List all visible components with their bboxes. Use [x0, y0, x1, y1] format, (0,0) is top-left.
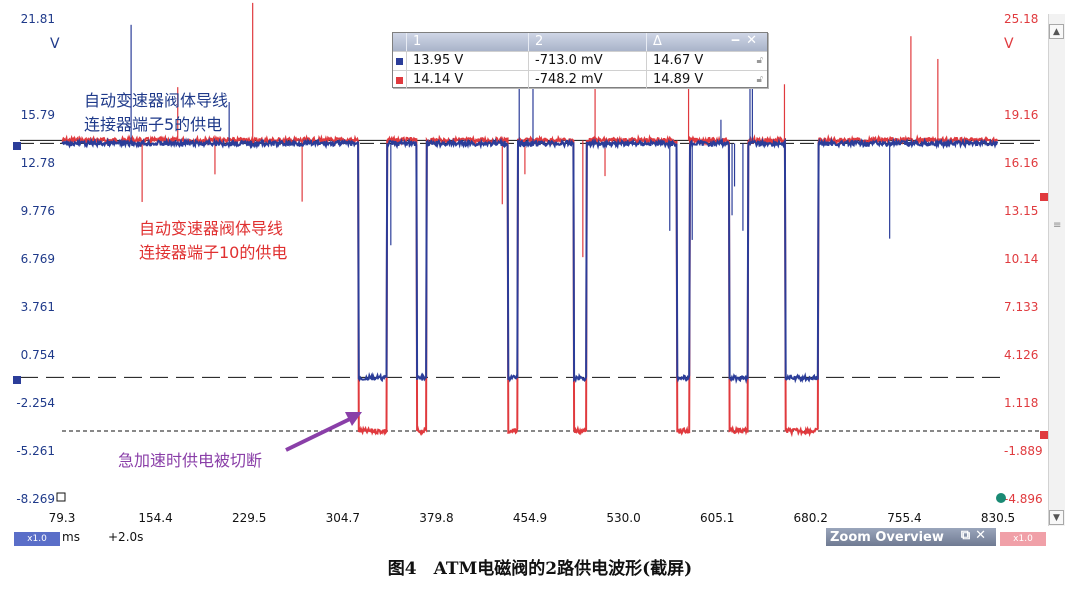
left-tick-label: 9.776: [21, 204, 55, 218]
red-trace-line: [61, 133, 999, 438]
cursor-table-header: 1 2 Δ ‒✕: [393, 33, 767, 51]
blue-swatch: [396, 57, 403, 65]
x-tick-label: 755.4: [887, 511, 921, 525]
delta-header: Δ: [653, 34, 662, 49]
blue-offset-marker[interactable]: [13, 376, 21, 384]
zoom-overview-controls-icon[interactable]: ⧉✕: [960, 528, 991, 543]
blue-label-line1: 自动变速器阀体导线: [84, 91, 228, 110]
left-tick-label: -5.261: [16, 444, 55, 458]
cursor-measurement-table[interactable]: 1 2 Δ ‒✕ 13.95 V -713.0 mV 14.67 V 🔓︎ 14.…: [392, 32, 768, 89]
left-zoom-badge[interactable]: x1.0: [14, 532, 60, 546]
x-tick-label: 379.8: [419, 511, 453, 525]
right-tick-label: -1.889: [1004, 444, 1043, 458]
left-axis-unit: V: [50, 36, 60, 52]
blue-label-line2: 连接器端子5的供电: [84, 115, 222, 134]
x-tick-label: 680.2: [794, 511, 828, 525]
right-tick-label: 16.16: [1004, 156, 1038, 170]
red-offset-marker[interactable]: [1040, 431, 1048, 439]
x-tick-label: 229.5: [232, 511, 266, 525]
oscilloscope-window: 21.81 15.79 12.78 9.776 6.769 3.761 0.754 -2.25…: [0, 0, 1065, 548]
x-tick-label: 530.0: [606, 511, 640, 525]
waveform-plot[interactable]: 21.81 15.79 12.78 9.776 6.769 3.761 0.754 -2.25…: [0, 0, 1048, 548]
left-tick-label: 12.78: [21, 156, 55, 170]
x-tick-label: 79.3: [49, 511, 76, 525]
cursor-row-red: 14.14 V -748.2 mV 14.89 V 🔓︎: [393, 70, 767, 89]
blue-trace-line: [61, 137, 999, 384]
right-tick-label: -4.896: [1004, 492, 1043, 506]
zoom-overview-title: Zoom Overview: [830, 529, 944, 545]
red-level-marker[interactable]: [1040, 193, 1048, 201]
scroll-down-icon[interactable]: ▼: [1049, 510, 1064, 525]
right-tick-label: 10.14: [1004, 252, 1038, 266]
blue-delta-value: 14.67 V: [653, 53, 704, 68]
scroll-grip-icon[interactable]: ≡: [1053, 220, 1062, 231]
reference-lines: [20, 139, 1040, 432]
x-tick-label: 605.1: [700, 511, 734, 525]
blue-cursor-2-value: -713.0 mV: [529, 52, 647, 70]
left-tick-label: 0.754: [21, 348, 55, 362]
right-tick-label: 25.18: [1004, 12, 1038, 26]
red-label-line1: 自动变速器阀体导线: [139, 219, 283, 238]
left-tick-label: 6.769: [21, 252, 55, 266]
right-tick-label: 19.16: [1004, 108, 1038, 122]
zoom-overview-bar[interactable]: Zoom Overview ⧉✕: [826, 528, 996, 546]
right-tick-label: 7.133: [1004, 300, 1038, 314]
red-swatch: [396, 76, 403, 84]
x-tick-label: 304.7: [326, 511, 360, 525]
right-axis-unit: V: [1004, 36, 1014, 52]
x-tick-label: 454.9: [513, 511, 547, 525]
red-cursor-2-value: -748.2 mV: [529, 71, 647, 89]
vertical-scrollbar[interactable]: ▲ ≡ ▼: [1048, 14, 1065, 526]
blue-level-marker[interactable]: [13, 142, 21, 150]
red-cursor-1-value: 14.14 V: [407, 71, 529, 89]
cursor-1-header: 1: [407, 33, 529, 51]
left-tick-label: -8.269: [16, 492, 55, 506]
right-tick-label: 1.118: [1004, 396, 1038, 410]
blue-trace: [61, 24, 999, 384]
trigger-marker-right[interactable]: [996, 493, 1006, 503]
cutoff-label: 急加速时供电被切断: [118, 451, 262, 470]
x-tick-label: 154.4: [138, 511, 172, 525]
figure-caption: 图4 ATM电磁阀的2路供电波形(截屏): [387, 559, 693, 579]
time-unit-label: ms: [62, 530, 80, 544]
cursor-row-blue: 13.95 V -713.0 mV 14.67 V 🔓︎: [393, 51, 767, 70]
trigger-marker-left[interactable]: [56, 492, 66, 502]
x-tick-label: 830.5: [981, 511, 1015, 525]
right-axis-ticks: 25.18 19.16 16.16 13.15 10.14 7.133 4.126 1.118…: [1004, 12, 1043, 506]
cursor-2-header: 2: [529, 33, 647, 51]
red-delta-value: 14.89 V: [653, 72, 704, 87]
left-axis-ticks: 21.81 15.79 12.78 9.776 6.769 3.761 0.754 -2.25…: [16, 12, 55, 506]
left-tick-label: 15.79: [21, 108, 55, 122]
time-offset-label: +2.0s: [108, 530, 144, 544]
left-tick-label: -2.254: [16, 396, 55, 410]
lock-icon[interactable]: 🔓︎: [756, 55, 763, 66]
right-tick-label: 4.126: [1004, 348, 1038, 362]
table-minimize-close-icon[interactable]: ‒✕: [731, 33, 763, 48]
left-tick-label: 3.761: [21, 300, 55, 314]
lock-icon[interactable]: 🔓︎: [756, 74, 763, 85]
right-tick-label: 13.15: [1004, 204, 1038, 218]
arrow-icon: [285, 412, 362, 452]
blue-cursor-1-value: 13.95 V: [407, 52, 529, 70]
red-label-line2: 连接器端子10的供电: [139, 243, 287, 262]
x-axis-ticks: 79.3 154.4 229.5 304.7 379.8 454.9 530.0 605.1 6…: [49, 511, 1016, 525]
scroll-up-icon[interactable]: ▲: [1049, 24, 1064, 39]
right-zoom-badge[interactable]: x1.0: [1000, 532, 1046, 546]
left-tick-label: 21.81: [21, 12, 55, 26]
